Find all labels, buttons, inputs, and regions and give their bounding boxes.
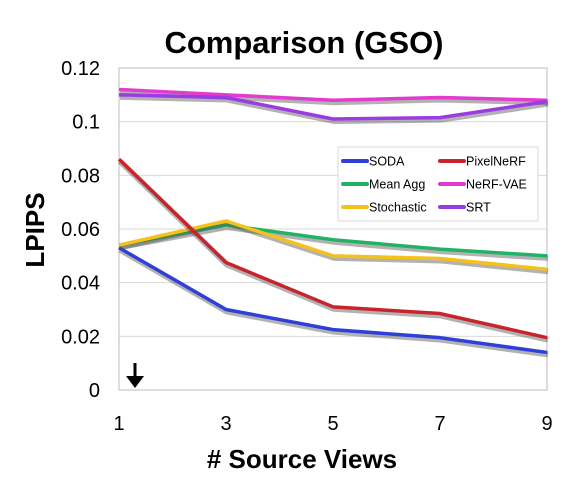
legend-label: NeRF-VAE xyxy=(466,178,527,192)
y-tick-label: 0.1 xyxy=(72,112,100,134)
legend-label: SRT xyxy=(466,201,491,215)
x-tick-label: 1 xyxy=(113,413,124,435)
y-axis-ticks: 0 0.02 0.04 0.06 0.08 0.1 0.12 xyxy=(61,58,100,402)
y-tick-label: 0.12 xyxy=(61,58,100,80)
plot-frame xyxy=(118,67,548,391)
series-line-mean-agg xyxy=(118,223,548,258)
y-axis-label: LPIPS xyxy=(20,192,50,267)
down-arrow-icon xyxy=(126,363,144,388)
series-shadow xyxy=(119,223,549,261)
x-tick-label: 7 xyxy=(434,413,445,435)
x-axis-label: # Source Views xyxy=(207,444,397,474)
legend: SODA PixelNeRF Mean Agg NeRF-VAE Stochastic S… xyxy=(337,146,539,222)
legend-label: PixelNeRF xyxy=(466,155,526,169)
series-line-nerf-vae xyxy=(118,87,548,102)
legend-label: Stochastic xyxy=(369,201,427,215)
x-axis-ticks: 1 3 5 7 9 xyxy=(113,413,552,435)
y-tick-label: 0.08 xyxy=(61,165,100,187)
series-line-srt xyxy=(118,93,548,121)
series-lines xyxy=(117,87,549,358)
chart-title: Comparison (GSO) xyxy=(164,25,443,60)
series-line-soda xyxy=(118,246,548,355)
legend-label: SODA xyxy=(369,155,405,169)
y-tick-label: 0.06 xyxy=(61,219,100,241)
y-tick-label: 0.02 xyxy=(61,326,100,348)
x-tick-label: 9 xyxy=(541,413,552,435)
x-tick-label: 5 xyxy=(327,413,338,435)
y-tick-label: 0 xyxy=(89,380,100,402)
series-line-stochastic xyxy=(118,219,548,271)
legend-label: Mean Agg xyxy=(369,178,425,192)
series-shadow xyxy=(119,93,549,124)
series-line-pixelnerf xyxy=(117,157,548,340)
y-tick-label: 0.04 xyxy=(61,273,100,295)
x-tick-label: 3 xyxy=(220,413,231,435)
